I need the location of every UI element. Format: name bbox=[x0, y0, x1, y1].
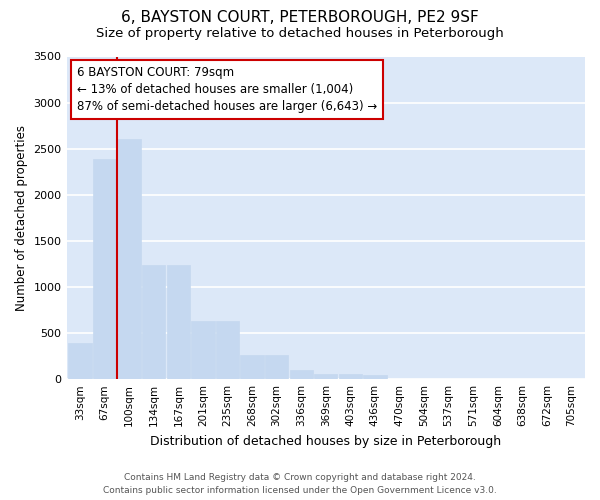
Text: Size of property relative to detached houses in Peterborough: Size of property relative to detached ho… bbox=[96, 28, 504, 40]
Bar bbox=[216, 321, 239, 379]
Bar bbox=[241, 355, 264, 379]
Bar bbox=[93, 159, 116, 379]
Bar bbox=[68, 343, 92, 379]
Text: 6 BAYSTON COURT: 79sqm
← 13% of detached houses are smaller (1,004)
87% of semi-: 6 BAYSTON COURT: 79sqm ← 13% of detached… bbox=[77, 66, 377, 113]
Bar bbox=[118, 138, 141, 379]
Bar bbox=[290, 370, 313, 379]
Bar bbox=[314, 374, 337, 379]
Bar bbox=[265, 355, 288, 379]
Bar bbox=[191, 321, 215, 379]
Text: 6, BAYSTON COURT, PETERBOROUGH, PE2 9SF: 6, BAYSTON COURT, PETERBOROUGH, PE2 9SF bbox=[121, 10, 479, 25]
Bar bbox=[142, 265, 166, 379]
Bar bbox=[338, 374, 362, 379]
Bar bbox=[167, 265, 190, 379]
X-axis label: Distribution of detached houses by size in Peterborough: Distribution of detached houses by size … bbox=[150, 434, 502, 448]
Bar bbox=[363, 376, 386, 379]
Y-axis label: Number of detached properties: Number of detached properties bbox=[15, 125, 28, 311]
Text: Contains HM Land Registry data © Crown copyright and database right 2024.
Contai: Contains HM Land Registry data © Crown c… bbox=[103, 474, 497, 495]
